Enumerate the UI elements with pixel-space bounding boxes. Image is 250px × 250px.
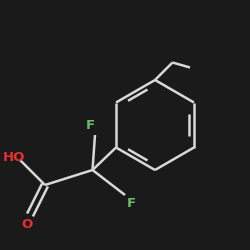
Text: F: F (86, 119, 94, 132)
Text: HO: HO (2, 151, 25, 164)
Text: O: O (22, 218, 33, 231)
Text: F: F (127, 197, 136, 210)
